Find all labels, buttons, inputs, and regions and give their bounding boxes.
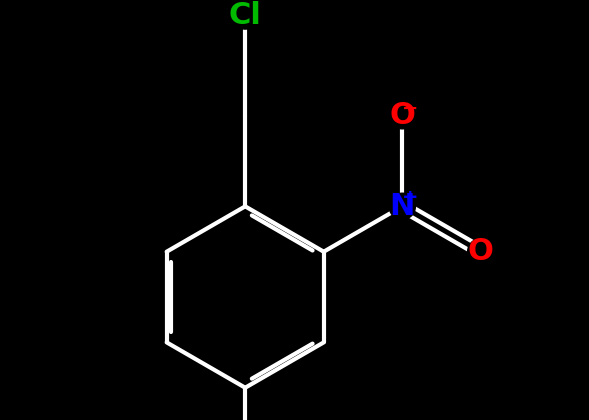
Text: −: −: [402, 99, 418, 118]
Circle shape: [468, 239, 494, 265]
Circle shape: [232, 3, 259, 29]
Circle shape: [389, 102, 415, 129]
Text: N: N: [389, 192, 415, 221]
Circle shape: [389, 193, 415, 220]
Text: Cl: Cl: [229, 1, 262, 30]
Text: O: O: [389, 101, 415, 130]
Text: O: O: [468, 237, 494, 266]
Text: +: +: [401, 188, 418, 207]
